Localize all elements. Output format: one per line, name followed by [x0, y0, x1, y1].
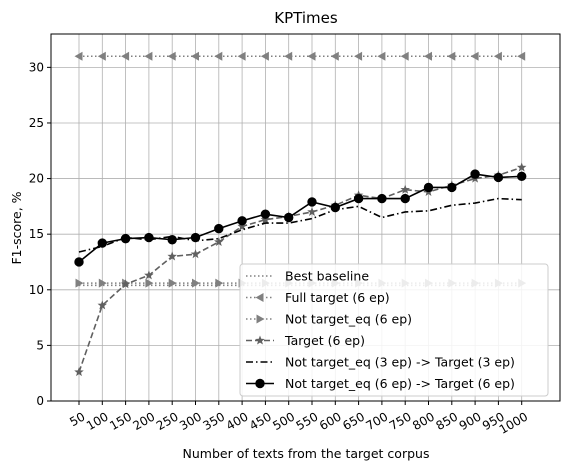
data-point: [215, 278, 224, 288]
data-point: [190, 249, 201, 259]
data-point: [237, 221, 247, 231]
data-point: [192, 278, 200, 288]
data-point: [98, 278, 107, 288]
data-point: [517, 51, 526, 61]
y-tick-label: 10: [29, 283, 44, 297]
data-point: [214, 236, 224, 247]
data-point: [307, 197, 317, 207]
legend-marker: [255, 335, 265, 345]
data-point: [260, 209, 271, 219]
data-point: [168, 278, 177, 288]
data-point: [447, 182, 457, 193]
data-point: [307, 51, 316, 61]
data-point: [423, 182, 434, 193]
data-point: [493, 172, 504, 183]
legend-marker: [255, 378, 265, 389]
data-point: [237, 51, 246, 61]
data-point: [97, 300, 108, 310]
legend-label: Not target_eq (6 ep) -> Target (6 ep): [285, 376, 515, 391]
data-point: [330, 202, 340, 213]
data-point: [354, 51, 363, 61]
legend-marker: [256, 314, 265, 324]
data-point: [120, 233, 131, 244]
data-point: [75, 278, 84, 288]
data-point: [145, 278, 154, 288]
data-point: [400, 51, 409, 61]
data-point: [447, 51, 456, 61]
data-point: [260, 214, 271, 224]
legend-label: Full target (6 ep): [285, 290, 390, 305]
data-point: [167, 51, 176, 61]
y-axis-label: F1-score, %: [9, 191, 24, 264]
data-point: [470, 169, 480, 179]
data-point: [330, 51, 339, 61]
plot-frame: [50, 33, 561, 402]
y-tick-label: 30: [29, 60, 44, 74]
data-point: [97, 238, 108, 248]
data-point: [167, 251, 177, 261]
x-axis-label: Number of texts from the target corpus: [183, 446, 430, 461]
data-point: [517, 171, 527, 182]
data-point: [377, 51, 386, 61]
x-tick-label: 50: [67, 409, 87, 429]
data-point: [237, 216, 247, 226]
legend: Best baseline Full target (6 ep) Not targe…: [239, 263, 549, 397]
legend-box: [239, 263, 549, 397]
y-tick-label: 5: [36, 338, 44, 352]
data-point: [284, 51, 293, 61]
data-point: [144, 270, 154, 280]
data-point: [260, 51, 269, 61]
data-point: [470, 51, 479, 61]
legend-label: Not target_eq (6 ep): [285, 312, 412, 327]
series-5: [74, 169, 527, 267]
data-point: [74, 51, 83, 61]
y-tick-label: 20: [29, 172, 44, 186]
legend-label: Not target_eq (3 ep) -> Target (3 ep): [285, 355, 515, 370]
data-point: [493, 51, 502, 61]
y-tick-label: 0: [36, 394, 44, 408]
data-point: [74, 257, 84, 267]
data-point: [214, 223, 224, 234]
data-point: [120, 279, 131, 289]
series-1: [74, 51, 526, 61]
series-line: [78, 197, 522, 253]
data-point: [191, 51, 199, 61]
data-point: [167, 235, 177, 245]
data-point: [144, 51, 153, 61]
data-point: [377, 193, 387, 204]
data-point: [400, 193, 410, 204]
data-point: [516, 162, 527, 172]
data-point: [121, 51, 130, 61]
legend-label: Target (6 ep): [284, 333, 365, 348]
data-point: [74, 367, 84, 377]
data-point: [307, 206, 317, 216]
data-point: [214, 51, 223, 61]
series-4: [78, 197, 522, 253]
data-point: [144, 232, 154, 243]
y-tick-label: 15: [29, 227, 44, 241]
data-point: [190, 232, 201, 243]
data-point: [284, 212, 294, 223]
chart-title: KPTimes: [274, 9, 338, 27]
y-tick-label: 25: [29, 116, 44, 130]
legend-marker: [255, 293, 264, 302]
data-point: [400, 184, 410, 194]
data-point: [97, 51, 106, 61]
data-point: [424, 51, 432, 61]
data-point: [353, 193, 364, 204]
legend-label: Best baseline: [285, 269, 369, 284]
